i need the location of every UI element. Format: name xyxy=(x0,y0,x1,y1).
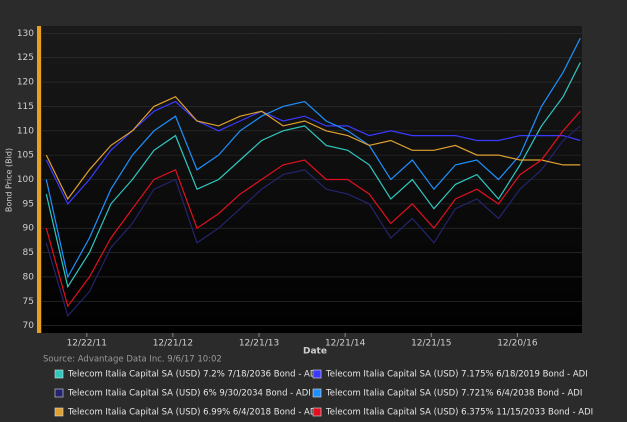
y-tick-label: 85 xyxy=(23,248,34,258)
legend-label: Telecom Italia Capital SA (USD) 6.375% 1… xyxy=(325,408,593,418)
y-tick-label: 90 xyxy=(23,224,35,234)
source: Source: Advantage Data Inc. 9/6/17 10:02 xyxy=(43,355,222,365)
legend-swatch xyxy=(54,407,64,417)
y-tick-label: 105 xyxy=(17,151,34,161)
x-tick-label: 12/20/16 xyxy=(497,339,538,349)
x-axis-label: Date xyxy=(303,347,327,357)
y-tick-label: 115 xyxy=(17,102,34,112)
legend-label: Telecom Italia Capital SA (USD) 6.99% 6/… xyxy=(67,408,319,418)
legend-label: Telecom Italia Capital SA (USD) 7.2% 7/1… xyxy=(67,370,319,380)
y-tick-label: 75 xyxy=(23,297,34,307)
series-line xyxy=(45,125,581,318)
legend-label: Telecom Italia Capital SA (USD) 7.721% 6… xyxy=(325,389,582,399)
y-tick-label: 120 xyxy=(17,78,34,88)
legend-label: Telecom Italia Capital SA (USD) 7.175% 6… xyxy=(325,370,588,380)
legend-swatch xyxy=(312,407,322,417)
series-line xyxy=(45,95,581,201)
legend-swatch xyxy=(312,388,322,398)
y-tick-label: 80 xyxy=(23,272,35,282)
x-tick-label: 12/22/11 xyxy=(67,339,107,349)
y-tick-label: 130 xyxy=(17,29,34,39)
x-tick-label: 12/21/13 xyxy=(239,339,279,349)
axis-bar xyxy=(37,26,41,333)
y-axis-label: Bond Price (Bid) xyxy=(5,148,14,212)
y-tick-label: 110 xyxy=(17,126,34,136)
x-tick-label: 12/21/14 xyxy=(325,339,366,349)
y-tick-label: 125 xyxy=(17,53,34,63)
series-line xyxy=(45,37,581,279)
series-line xyxy=(45,62,581,289)
legend-swatch xyxy=(54,369,64,379)
y-tick-label: 100 xyxy=(17,175,34,185)
x-tick-label: 12/21/15 xyxy=(411,339,451,349)
y-tick-label: 70 xyxy=(23,321,35,331)
y-tick-label: 95 xyxy=(23,199,34,209)
x-tick-label: 12/21/12 xyxy=(153,339,193,349)
legend-label: Telecom Italia Capital SA (USD) 6% 9/30/… xyxy=(67,389,311,399)
legend-swatch xyxy=(312,369,322,379)
legend-swatch xyxy=(54,388,64,398)
series-line xyxy=(45,110,581,308)
